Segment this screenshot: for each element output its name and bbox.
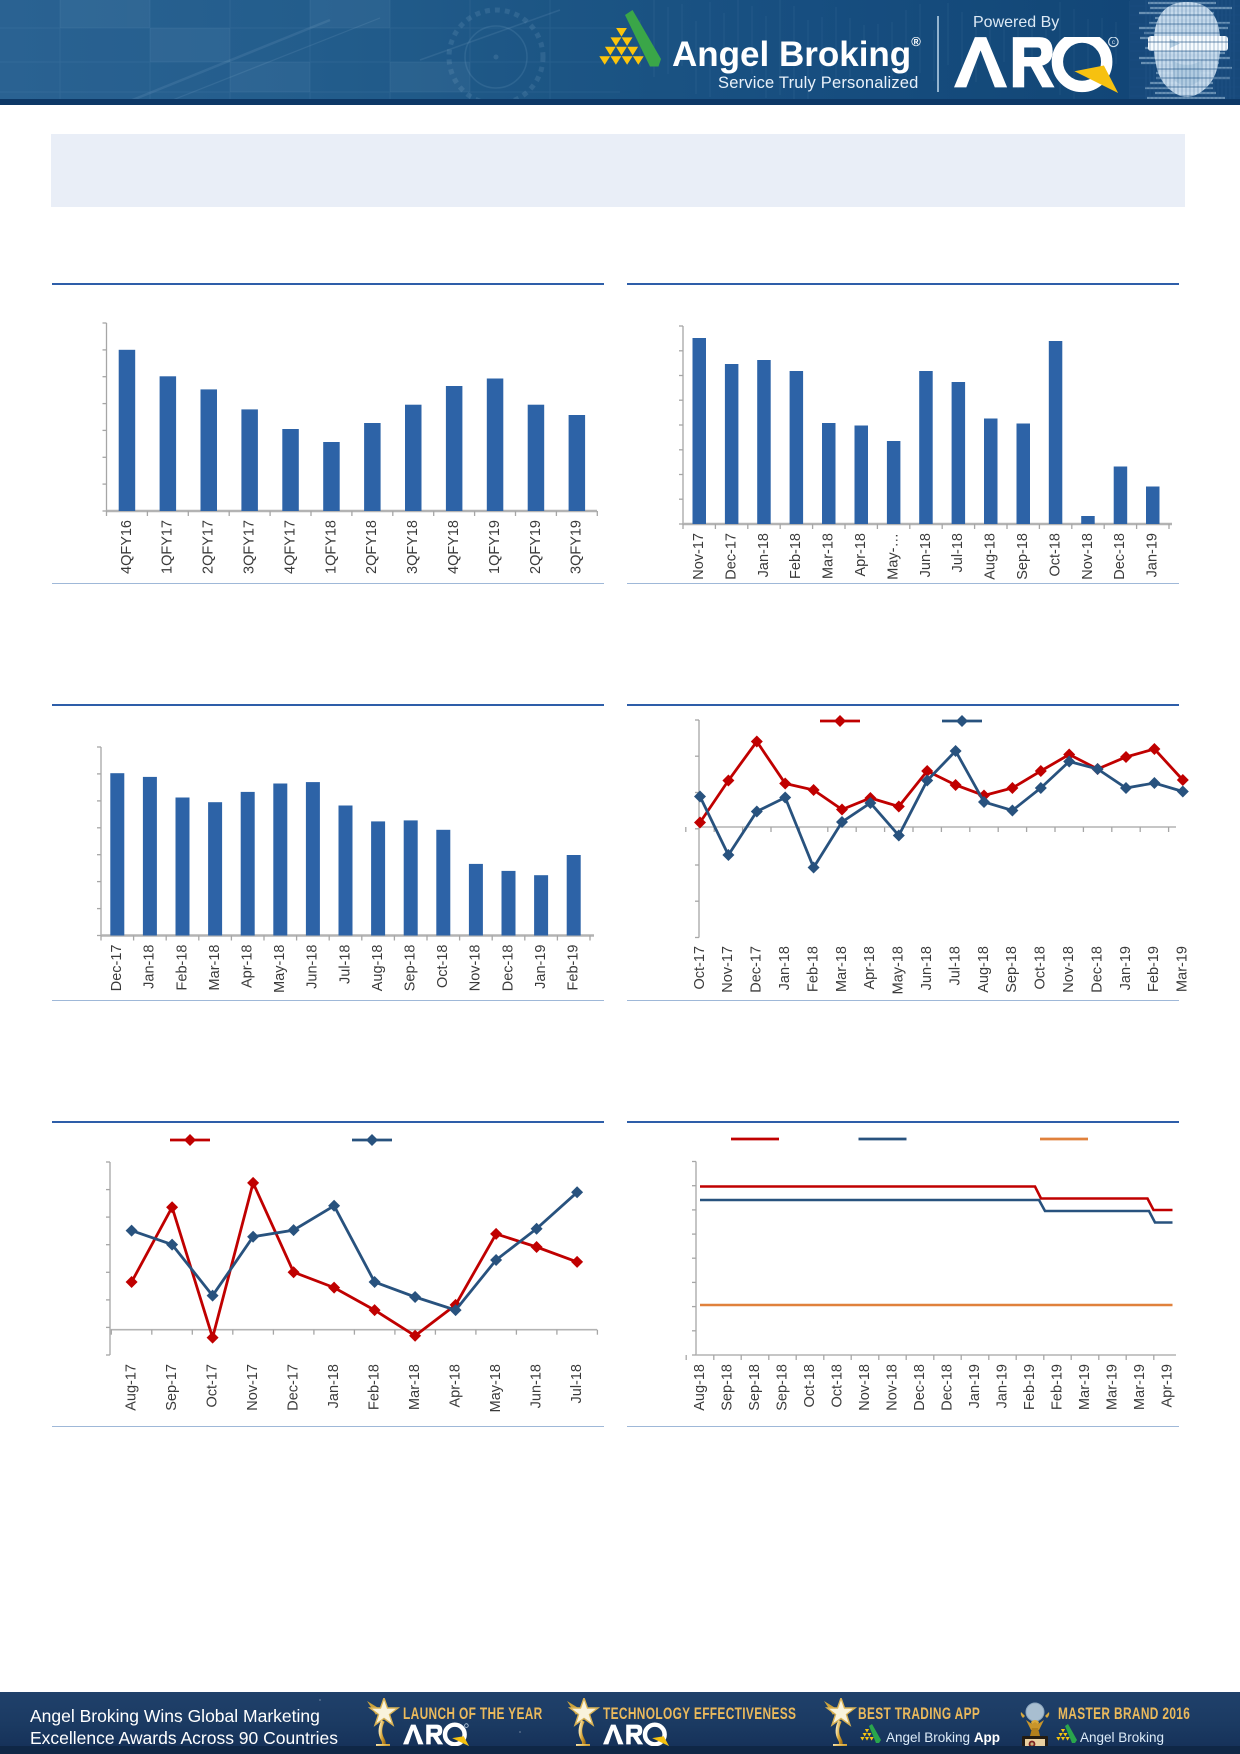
svg-text:Aug-18: Aug-18 (983, 533, 999, 580)
svg-text:Jan-18: Jan-18 (756, 533, 772, 577)
svg-text:Nov-18: Nov-18 (468, 945, 484, 992)
svg-text:May-…: May-… (885, 533, 901, 580)
svg-text:Apr-18: Apr-18 (853, 533, 869, 577)
svg-text:Jan-19: Jan-19 (533, 945, 549, 989)
svg-text:2QFY18: 2QFY18 (364, 520, 380, 574)
svg-text:Jan-18: Jan-18 (777, 946, 793, 990)
svg-text:Oct-18: Oct-18 (802, 1364, 818, 1408)
svg-text:Feb-19: Feb-19 (566, 945, 582, 991)
svg-text:Jan-18: Jan-18 (142, 945, 158, 989)
svg-text:Jun-18: Jun-18 (305, 945, 321, 989)
svg-text:Oct-18: Oct-18 (829, 1364, 845, 1408)
svg-text:1QFY17: 1QFY17 (160, 520, 176, 574)
svg-text:Jan-19: Jan-19 (967, 1364, 983, 1408)
svg-text:Jul-18: Jul-18 (947, 946, 963, 986)
svg-text:3QFY19: 3QFY19 (569, 520, 585, 574)
svg-text:Nov-18: Nov-18 (857, 1364, 873, 1411)
svg-text:Dec-18: Dec-18 (939, 1364, 955, 1411)
svg-text:Mar-18: Mar-18 (207, 945, 223, 991)
svg-text:Mar-19: Mar-19 (1104, 1364, 1120, 1410)
svg-text:Feb-18: Feb-18 (805, 946, 821, 992)
svg-text:4QFY18: 4QFY18 (446, 520, 462, 574)
svg-text:Dec-17: Dec-17 (749, 946, 765, 993)
svg-text:Sep-18: Sep-18 (1004, 946, 1020, 993)
svg-text:4QFY17: 4QFY17 (282, 520, 298, 574)
svg-text:May-18: May-18 (272, 945, 288, 993)
svg-text:Mar-18: Mar-18 (407, 1364, 423, 1410)
svg-text:Nov-18: Nov-18 (884, 1364, 900, 1411)
svg-text:Apr-19: Apr-19 (1159, 1364, 1175, 1408)
svg-text:Apr-18: Apr-18 (862, 946, 878, 990)
svg-text:1QFY19: 1QFY19 (487, 520, 503, 574)
svg-text:Nov-17: Nov-17 (720, 946, 736, 993)
svg-text:Aug-17: Aug-17 (123, 1364, 139, 1411)
svg-text:Feb-18: Feb-18 (174, 945, 190, 991)
svg-text:Apr-18: Apr-18 (447, 1364, 463, 1408)
svg-text:Oct-18: Oct-18 (435, 945, 451, 989)
svg-text:Sep-17: Sep-17 (164, 1364, 180, 1411)
svg-text:Dec-17: Dec-17 (109, 945, 125, 992)
svg-text:Jul-18: Jul-18 (569, 1364, 585, 1404)
svg-text:Oct-18: Oct-18 (1033, 946, 1049, 990)
svg-text:c: c (1112, 39, 1116, 46)
svg-text:Jun-18: Jun-18 (528, 1364, 544, 1408)
svg-text:Aug-18: Aug-18 (692, 1364, 708, 1411)
svg-text:Jan-19: Jan-19 (1145, 533, 1161, 577)
svg-text:4QFY16: 4QFY16 (119, 520, 135, 574)
svg-text:Dec-17: Dec-17 (723, 533, 739, 580)
svg-text:Nov-17: Nov-17 (245, 1364, 261, 1411)
svg-text:2QFY17: 2QFY17 (201, 520, 217, 574)
svg-text:Mar-18: Mar-18 (821, 533, 837, 579)
svg-text:Sep-18: Sep-18 (774, 1364, 790, 1411)
svg-text:Nov-18: Nov-18 (1080, 533, 1096, 580)
svg-text:1QFY18: 1QFY18 (323, 520, 339, 574)
svg-text:Jan-19: Jan-19 (1118, 946, 1134, 990)
svg-text:Dec-18: Dec-18 (1089, 946, 1105, 993)
svg-text:Mar-18: Mar-18 (834, 946, 850, 992)
svg-text:May-18: May-18 (488, 1364, 504, 1412)
svg-text:Sep-18: Sep-18 (747, 1364, 763, 1411)
svg-text:Oct-18: Oct-18 (1047, 533, 1063, 577)
svg-text:Oct-17: Oct-17 (692, 946, 708, 990)
svg-text:3QFY18: 3QFY18 (405, 520, 421, 574)
svg-text:Sep-18: Sep-18 (403, 945, 419, 992)
svg-text:Aug-18: Aug-18 (976, 946, 992, 993)
svg-text:Jan-19: Jan-19 (994, 1364, 1010, 1408)
svg-text:Feb-19: Feb-19 (1022, 1364, 1038, 1410)
svg-text:Mar-19: Mar-19 (1175, 946, 1191, 992)
svg-text:Mar-19: Mar-19 (1077, 1364, 1093, 1410)
svg-text:2QFY19: 2QFY19 (528, 520, 544, 574)
svg-text:Dec-18: Dec-18 (912, 1364, 928, 1411)
svg-text:Dec-17: Dec-17 (285, 1364, 301, 1411)
svg-text:Feb-18: Feb-18 (788, 533, 804, 579)
svg-text:Nov-18: Nov-18 (1061, 946, 1077, 993)
svg-text:Feb-19: Feb-19 (1146, 946, 1162, 992)
svg-text:Jul-18: Jul-18 (337, 945, 353, 985)
svg-text:Jan-18: Jan-18 (326, 1364, 342, 1408)
svg-text:Apr-18: Apr-18 (240, 945, 256, 989)
svg-text:Dec-18: Dec-18 (500, 945, 516, 992)
svg-text:3QFY17: 3QFY17 (241, 520, 257, 574)
svg-text:Oct-17: Oct-17 (204, 1364, 220, 1408)
svg-text:Jun-18: Jun-18 (918, 533, 934, 577)
svg-text:Jul-18: Jul-18 (950, 533, 966, 573)
svg-text:Feb-19: Feb-19 (1049, 1364, 1065, 1410)
svg-text:Nov-17: Nov-17 (691, 533, 707, 580)
svg-text:Sep-18: Sep-18 (1015, 533, 1031, 580)
svg-text:Feb-18: Feb-18 (366, 1364, 382, 1410)
svg-text:Jun-18: Jun-18 (919, 946, 935, 990)
svg-text:Dec-18: Dec-18 (1112, 533, 1128, 580)
svg-text:Mar-19: Mar-19 (1132, 1364, 1148, 1410)
svg-text:Aug-18: Aug-18 (370, 945, 386, 992)
svg-text:Sep-18: Sep-18 (719, 1364, 735, 1411)
svg-text:May-18: May-18 (891, 946, 907, 994)
